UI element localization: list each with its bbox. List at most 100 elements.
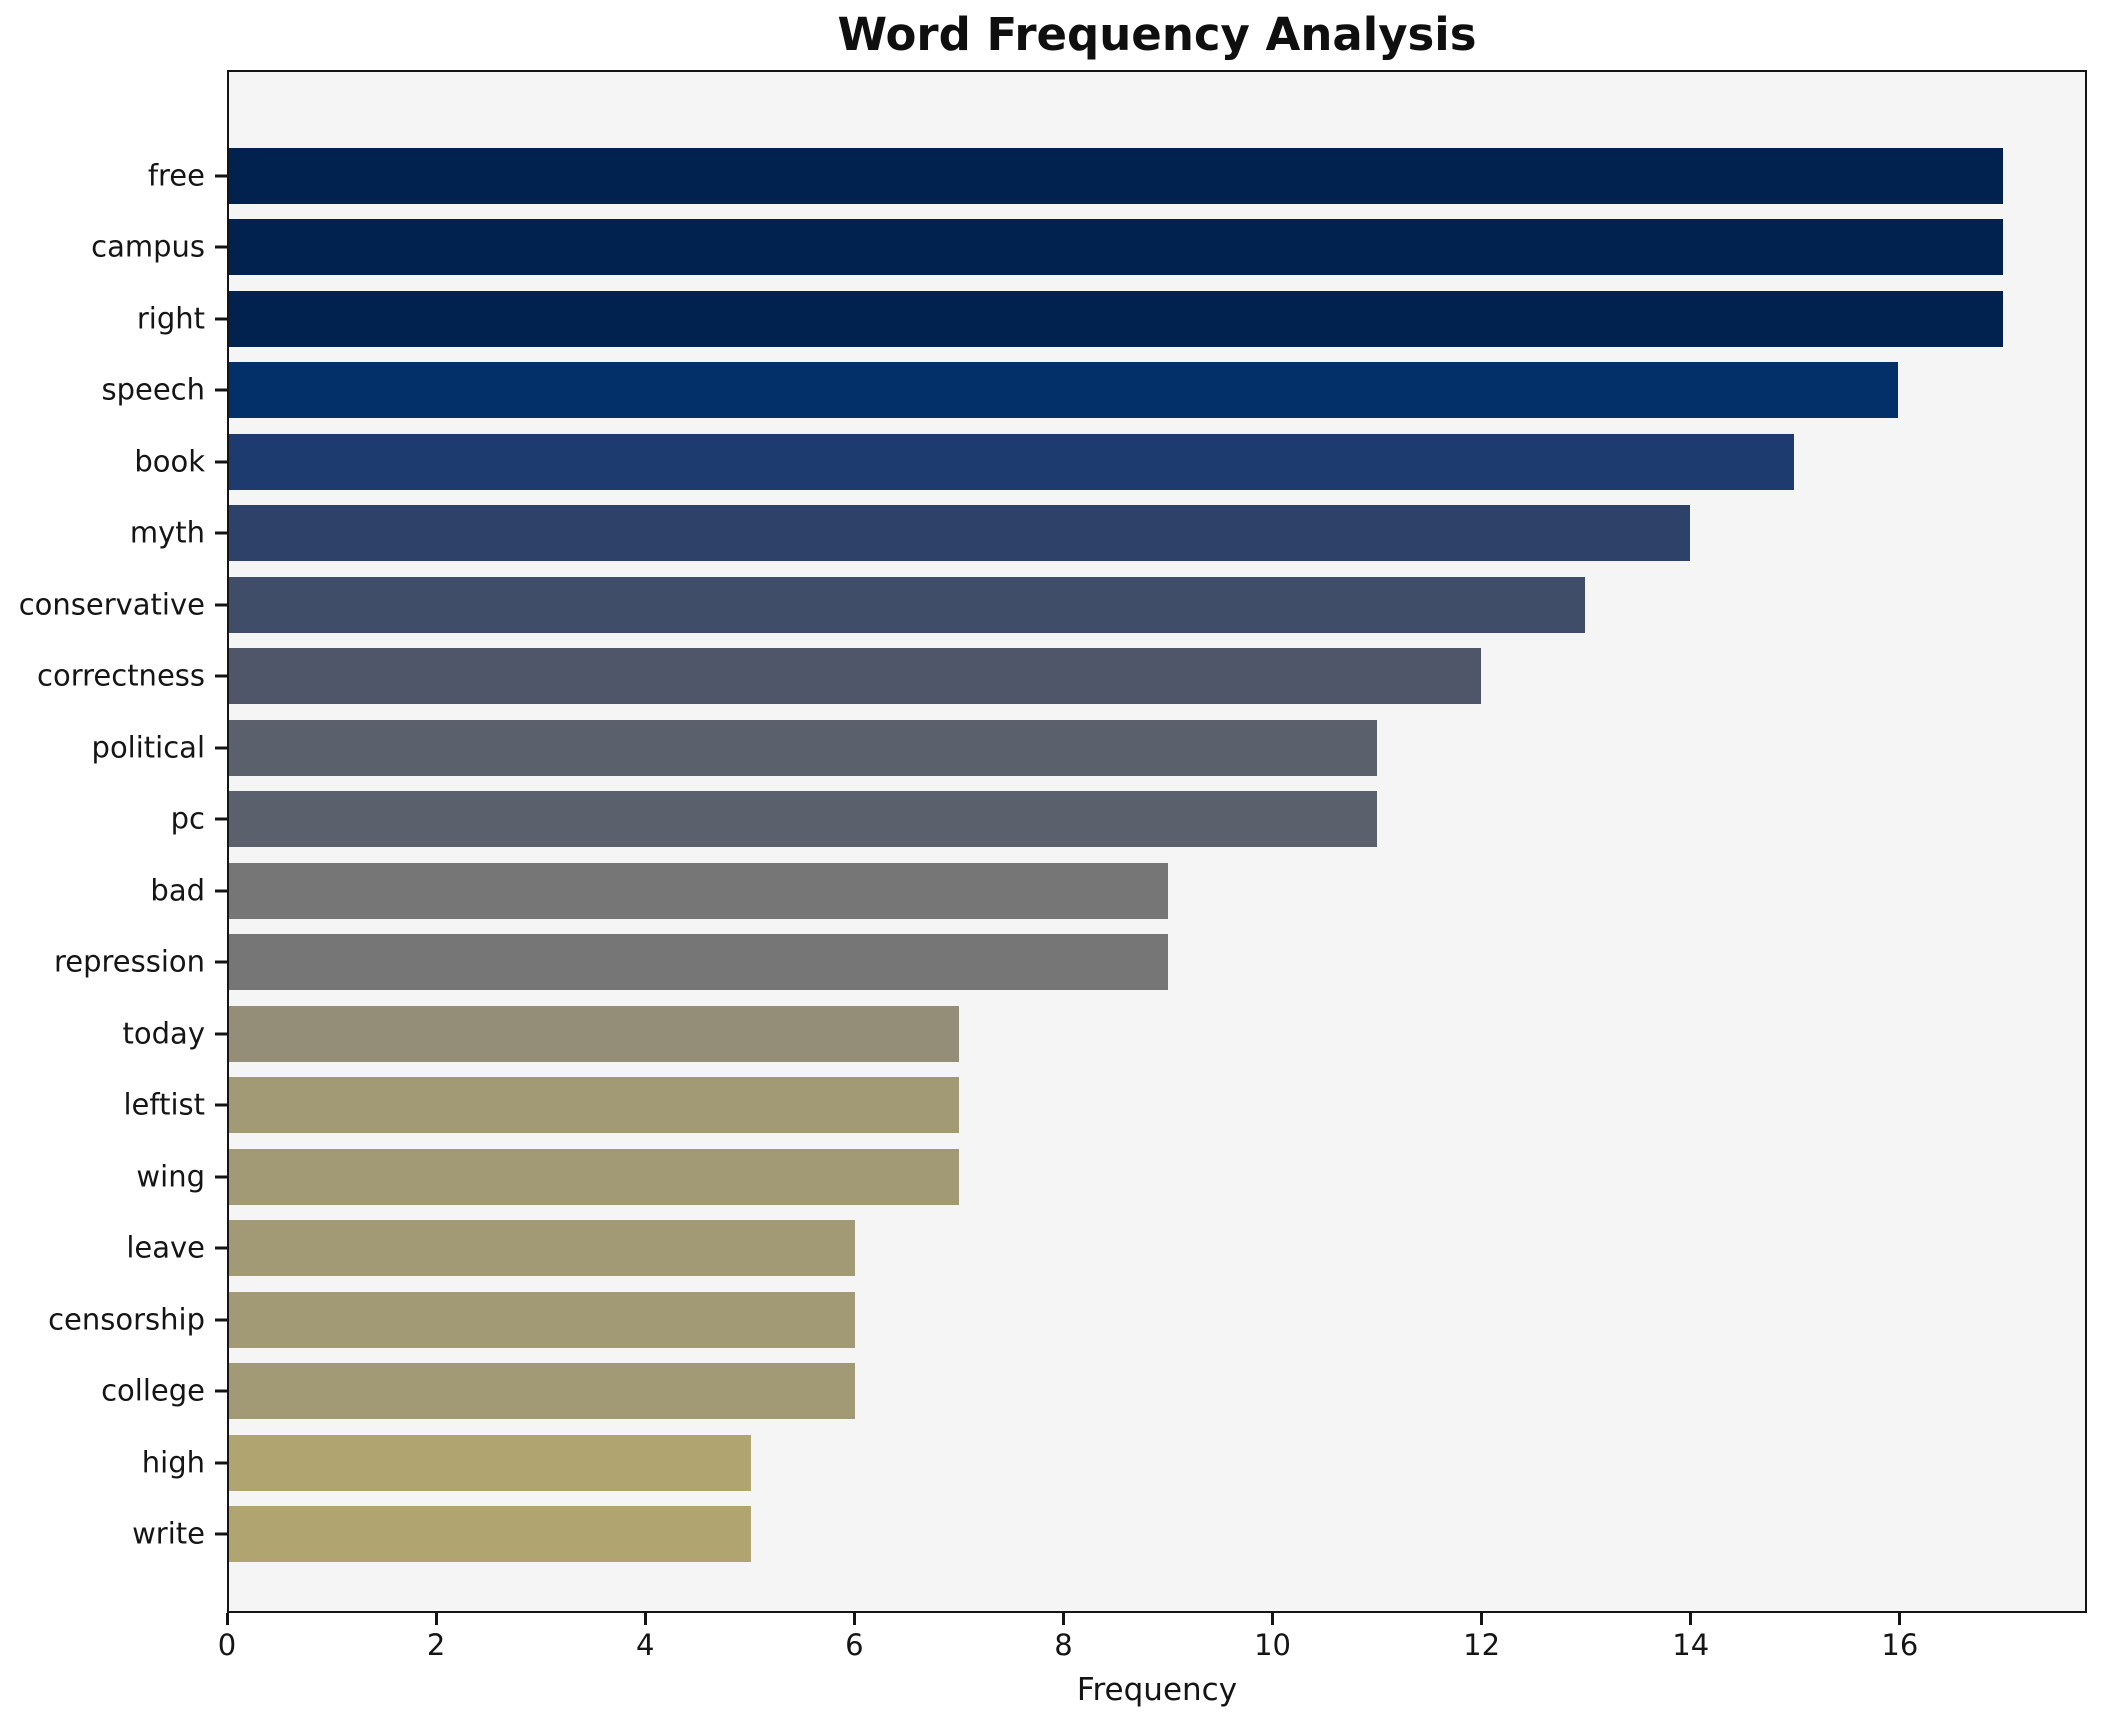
x-tick-label: 8 xyxy=(1054,1628,1073,1662)
bar-label: political xyxy=(91,730,205,765)
y-tick-mark xyxy=(215,245,227,249)
bar-label: wing xyxy=(136,1159,205,1194)
bar-row: leave xyxy=(126,1213,2085,1285)
x-tick-mark xyxy=(1480,1613,1484,1625)
y-tick-mark xyxy=(215,531,227,535)
x-tick-mark xyxy=(1061,1613,1065,1625)
x-tick-mark xyxy=(643,1613,647,1625)
bar-row: speech xyxy=(101,355,2085,427)
bar-label: high xyxy=(141,1445,205,1480)
bar xyxy=(229,1506,751,1563)
bar xyxy=(229,1291,855,1348)
y-tick-mark xyxy=(215,1318,227,1322)
bar xyxy=(229,505,1690,562)
bar xyxy=(229,290,2003,347)
x-tick-mark xyxy=(1898,1613,1902,1625)
bar xyxy=(229,219,2003,276)
bar-row: conservative xyxy=(19,569,2085,641)
bar-label: free xyxy=(147,158,205,193)
bar xyxy=(229,433,1794,490)
y-tick-mark xyxy=(215,603,227,607)
y-tick-mark xyxy=(215,817,227,821)
x-tick-label: 12 xyxy=(1463,1628,1501,1662)
bar xyxy=(229,791,1377,848)
x-tick-mark xyxy=(1689,1613,1693,1625)
bar-label: campus xyxy=(91,229,205,264)
bar-row: pc xyxy=(171,784,2085,856)
bar xyxy=(229,1220,855,1277)
plot-area: free campus right speech book myth conservativ… xyxy=(19,70,2087,1613)
x-tick-label: 0 xyxy=(217,1628,237,1662)
bar xyxy=(229,1148,960,1205)
x-tick-label: 6 xyxy=(845,1628,864,1662)
y-tick-mark xyxy=(215,1246,227,1250)
bars-container: free campus right speech book myth conservativ… xyxy=(19,72,2085,1611)
bar-label: pc xyxy=(170,801,205,836)
bar xyxy=(229,362,1899,419)
bar-row: leftist xyxy=(123,1070,2085,1142)
y-tick-mark xyxy=(215,1175,227,1179)
bar-label: bad xyxy=(150,873,205,908)
y-tick-mark xyxy=(215,317,227,321)
x-tick-label: 16 xyxy=(1881,1628,1919,1662)
bar xyxy=(229,862,1168,919)
bar-row: wing xyxy=(136,1141,2085,1213)
x-tick-mark xyxy=(1271,1613,1275,1625)
y-tick-mark xyxy=(215,1532,227,1536)
bar-row: censorship xyxy=(48,1284,2085,1356)
x-tick-mark xyxy=(852,1613,856,1625)
bar-label: college xyxy=(101,1373,205,1408)
bar-row: college xyxy=(101,1356,2085,1428)
bar xyxy=(229,934,1168,991)
bar-label: book xyxy=(134,444,205,479)
bar xyxy=(229,147,2003,204)
bar-row: high xyxy=(142,1427,2085,1499)
x-tick-label: 2 xyxy=(426,1628,446,1662)
bar-row: myth xyxy=(130,498,2085,570)
x-tick-label: 10 xyxy=(1254,1628,1291,1662)
y-tick-mark xyxy=(215,746,227,750)
bar xyxy=(229,1077,960,1134)
x-tick-label: 14 xyxy=(1672,1628,1710,1662)
bar-label: right xyxy=(136,301,205,336)
bar xyxy=(229,1363,855,1420)
y-tick-mark xyxy=(215,674,227,678)
bar-row: today xyxy=(123,998,2085,1070)
chart-title: Word Frequency Analysis xyxy=(837,8,1477,61)
y-tick-mark xyxy=(215,460,227,464)
bar xyxy=(229,1005,960,1062)
y-tick-mark xyxy=(215,1461,227,1465)
bar-label: today xyxy=(122,1016,205,1051)
bar-label: speech xyxy=(101,372,205,407)
bar-label: myth xyxy=(129,515,205,550)
x-tick-label: 4 xyxy=(635,1628,655,1662)
bar-row: right xyxy=(137,283,2085,355)
bar-label: censorship xyxy=(48,1302,205,1337)
y-tick-mark xyxy=(215,1389,227,1393)
y-tick-mark xyxy=(215,889,227,893)
bar-label: conservative xyxy=(18,587,205,622)
bar-row: write xyxy=(132,1499,2085,1571)
y-tick-mark xyxy=(215,1032,227,1036)
y-tick-mark xyxy=(215,174,227,178)
bar xyxy=(229,576,1586,633)
bar-row: bad xyxy=(150,855,2085,927)
bar-row: free xyxy=(148,140,2085,212)
bar xyxy=(229,1434,751,1491)
bar-label: write xyxy=(132,1516,205,1551)
bar-label: leave xyxy=(126,1230,205,1265)
bar-row: correctness xyxy=(37,641,2085,713)
bar-row: book xyxy=(134,426,2085,498)
y-tick-mark xyxy=(215,1103,227,1107)
bar-label: correctness xyxy=(37,658,205,693)
y-tick-mark xyxy=(215,960,227,964)
bar-row: campus xyxy=(91,212,2085,284)
bar-row: political xyxy=(92,712,2085,784)
x-tick-mark xyxy=(434,1613,438,1625)
bar xyxy=(229,648,1481,705)
bar-label: repression xyxy=(53,944,205,979)
bar-label: leftist xyxy=(123,1087,205,1122)
y-tick-mark xyxy=(215,388,227,392)
x-tick-mark xyxy=(225,1613,229,1625)
